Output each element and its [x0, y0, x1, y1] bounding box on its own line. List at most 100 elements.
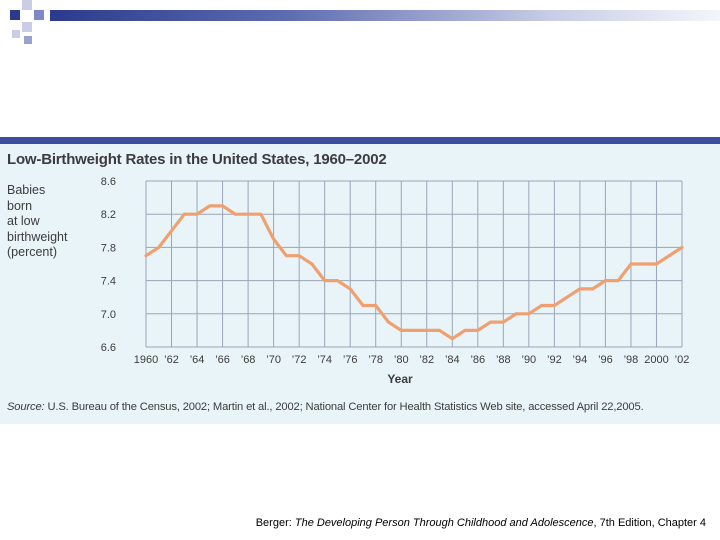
y-tick-label: 8.2: [101, 209, 116, 221]
y-tick-label: 7.8: [101, 242, 116, 254]
series-line: [144, 204, 684, 341]
data-point: [233, 212, 237, 216]
data-point: [655, 262, 658, 266]
data-point: [323, 279, 327, 282]
x-tick-label: ’84: [445, 354, 460, 366]
data-point: [667, 254, 671, 258]
series-layer: [144, 204, 684, 341]
y-axis-label-line: born: [7, 198, 33, 213]
decor-square: [34, 10, 44, 20]
decor-square: [12, 30, 20, 38]
x-tick-label: ’80: [394, 354, 409, 366]
x-tick-label: 2000: [644, 354, 668, 366]
y-axis-label-line: birthweight: [7, 229, 68, 244]
source-text: U.S. Bureau of the Census, 2002; Martin …: [44, 401, 644, 413]
x-tick-label: ’66: [215, 354, 230, 366]
data-point: [259, 212, 263, 216]
data-point: [348, 287, 352, 291]
data-point: [438, 329, 441, 332]
data-point: [170, 229, 173, 233]
y-axis-label-line: Babies: [7, 183, 46, 197]
data-point: [591, 287, 595, 291]
data-point: [489, 320, 492, 324]
data-point: [361, 304, 365, 307]
footer-suffix: , 7th Edition, Chapter 4: [593, 517, 706, 529]
data-point: [310, 262, 314, 266]
data-point: [374, 304, 378, 307]
data-point: [540, 304, 544, 307]
decor-square: [22, 0, 32, 10]
data-point: [425, 329, 429, 332]
data-point: [221, 204, 224, 208]
x-tick-label: ’68: [241, 354, 256, 366]
x-tick-label: ’88: [496, 354, 511, 366]
footer-prefix: Berger:: [255, 517, 295, 529]
data-point: [387, 320, 390, 324]
footer-caption: Berger: The Developing Person Through Ch…: [256, 517, 706, 529]
x-tick-label: ’98: [624, 354, 639, 366]
y-tick-label: 6.6: [101, 342, 116, 354]
data-point: [336, 279, 339, 282]
data-point: [450, 337, 454, 341]
y-tick-label: 8.6: [101, 176, 116, 188]
data-point: [463, 329, 467, 332]
data-point: [297, 254, 301, 258]
header-bar: [50, 10, 720, 21]
x-tick-label: ’90: [522, 354, 537, 366]
data-point: [476, 329, 480, 332]
x-tick-label: ’92: [547, 354, 562, 366]
data-point: [246, 212, 250, 216]
data-point: [208, 204, 212, 208]
figure-top-band: [0, 137, 720, 144]
x-tick-label: ’74: [317, 354, 332, 366]
source-label: Source:: [7, 401, 45, 413]
x-tick-label: ’72: [292, 354, 307, 366]
data-point: [552, 304, 556, 307]
data-point: [629, 262, 633, 266]
decor-square: [10, 10, 20, 20]
y-axis-label: Babies born at low birthweight (percent): [7, 183, 97, 261]
y-tick-label: 7.0: [101, 309, 116, 321]
data-point: [412, 329, 416, 332]
decor-square: [24, 36, 32, 44]
label-layer: 6.6 7.0 7.4 7.8 8.2 8.6 1960 ’62 ’64 ’66 ’68 ’70 ’72…: [101, 176, 690, 366]
decor-square: [22, 22, 32, 32]
data-point: [144, 254, 148, 258]
data-point: [501, 320, 505, 324]
x-tick-label: ’94: [573, 354, 588, 366]
data-point: [527, 312, 531, 316]
slide-header-decoration: [0, 0, 720, 48]
y-tick-label: 7.4: [101, 276, 116, 288]
x-tick-label: ’96: [598, 354, 613, 366]
x-tick-label: ’70: [266, 354, 281, 366]
data-point: [514, 312, 518, 316]
data-point: [680, 246, 684, 249]
chart-title: Low-Birthweight Rates in the United Stat…: [7, 151, 387, 168]
grid-layer: [145, 180, 683, 348]
data-point: [616, 279, 620, 282]
data-point: [565, 295, 569, 299]
data-point: [642, 262, 646, 266]
x-tick-label: ’78: [368, 354, 383, 366]
source-note: Source: U.S. Bureau of the Census, 2002;…: [7, 401, 644, 413]
data-point: [157, 246, 161, 249]
data-point: [604, 279, 607, 282]
chart-svg: 6.6 7.0 7.4 7.8 8.2 8.6 1960 ’62 ’64 ’66 ’68 ’70 ’72…: [101, 176, 690, 386]
x-tick-label: ’02: [675, 354, 690, 366]
data-point: [578, 287, 582, 291]
y-axis-label-line: (percent): [7, 245, 58, 259]
data-point: [182, 212, 186, 216]
x-tick-label: ’62: [164, 354, 179, 366]
chart-figure: Low-Birthweight Rates in the United Stat…: [0, 137, 720, 424]
x-tick-label: ’82: [419, 354, 434, 366]
x-tick-label: ’86: [470, 354, 485, 366]
y-axis-label-line: at low: [7, 214, 40, 228]
data-point: [399, 329, 403, 332]
footer-book-title: The Developing Person Through Childhood …: [294, 517, 594, 529]
x-axis-title: Year: [387, 372, 413, 386]
data-point: [272, 237, 276, 241]
x-tick-label: ’76: [343, 354, 358, 366]
x-tick-label: ’64: [190, 354, 205, 366]
data-point: [284, 254, 288, 258]
data-point: [195, 212, 199, 216]
